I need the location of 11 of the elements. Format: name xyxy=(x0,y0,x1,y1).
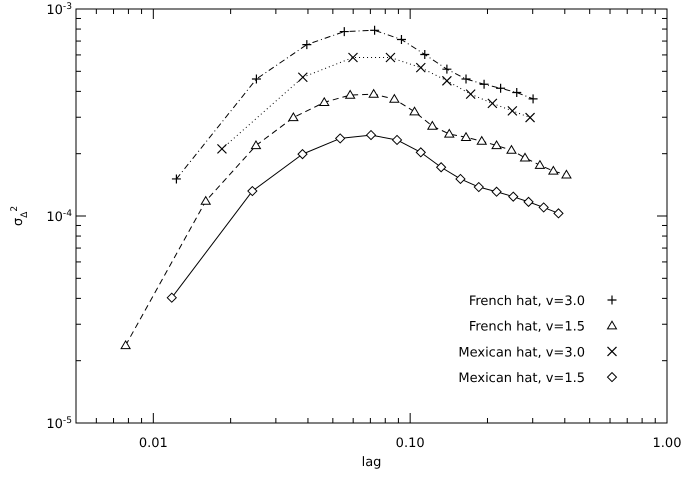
y-tick-label: 10$^{-3}$ xyxy=(46,2,72,18)
x-axis-title: lag xyxy=(362,455,382,470)
y-tick-label: 10$^{-4}$ xyxy=(46,209,72,225)
legend-label: Mexican hat, v=3.0 xyxy=(458,345,585,360)
legend-label: Mexican hat, v=1.5 xyxy=(458,371,585,386)
legend-label: French hat, v=3.0 xyxy=(468,294,585,309)
x-tick-label: 0.01 xyxy=(138,436,168,451)
legend-label: French hat, v=1.5 xyxy=(468,320,585,335)
x-tick-label: 1.00 xyxy=(652,436,682,451)
x-tick-label: 0.10 xyxy=(396,436,425,451)
y-tick-label: 10$^{-5}$ xyxy=(46,416,72,432)
